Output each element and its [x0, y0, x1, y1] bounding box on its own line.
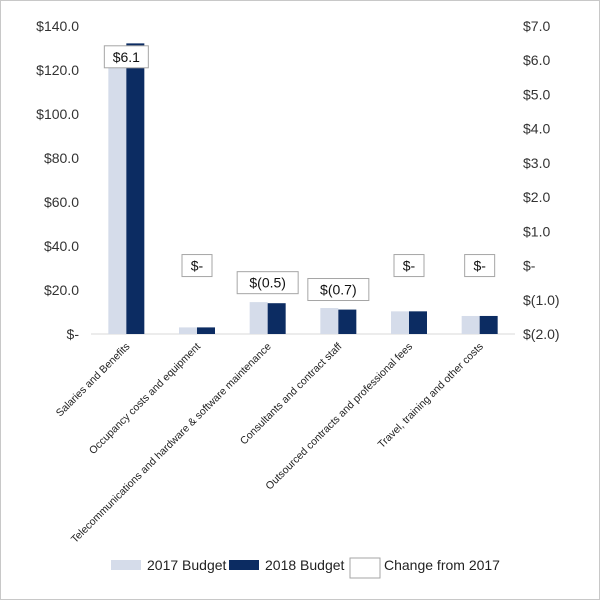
change-label-box	[393, 254, 425, 278]
right-axis-tick-label: $7.0	[523, 18, 550, 34]
bar-2017-budget	[179, 327, 197, 334]
bar-2018-budget	[479, 315, 498, 334]
bar-2017-budget	[461, 315, 480, 334]
right-axis-tick-label: $(2.0)	[523, 326, 560, 342]
legend-swatch-2017-budget	[111, 560, 141, 570]
bar-2017-budget	[320, 308, 339, 334]
bar-2017-budget	[391, 311, 409, 334]
change-label-box	[236, 271, 299, 295]
change-data-label: $6.1	[113, 49, 140, 65]
right-axis-tick-label: $5.0	[523, 86, 550, 102]
left-axis-tick-label: $60.0	[44, 194, 79, 210]
bar-2018-budget	[409, 311, 427, 334]
left-axis-tick-label: $-	[67, 326, 80, 342]
left-axis-tick-label: $100.0	[36, 106, 79, 122]
legend-label-change-from-2017: Change from 2017	[384, 557, 500, 573]
left-axis-tick-label: $20.0	[44, 282, 79, 298]
left-axis-tick-label: $140.0	[36, 18, 79, 34]
legend: 2017 Budget 2018 Budget Change from 2017	[111, 557, 500, 579]
left-axis-tick-label: $120.0	[36, 62, 79, 78]
right-axis-tick-label: $1.0	[523, 223, 550, 239]
left-axis-tick-label: $40.0	[44, 238, 79, 254]
right-axis-tick-label: $4.0	[523, 121, 550, 137]
x-tick-label: Outsourced contracts and professional fe…	[263, 341, 415, 493]
right-y-axis: $(2.0) $(1.0) $- $1.0 $2.0 $3.0 $4.0 $5.0 $6.0 $7…	[523, 18, 560, 342]
bar-2017-budget	[108, 56, 127, 335]
legend-label-2017-budget: 2017 Budget	[147, 557, 227, 573]
right-axis-tick-label: $3.0	[523, 155, 550, 171]
change-data-label: $(0.7)	[320, 282, 357, 298]
change-label-box	[103, 45, 149, 69]
change-label-box	[464, 254, 496, 278]
x-tick-label: Salaries and Benefits	[54, 341, 133, 420]
bar-2018-budget	[197, 327, 215, 334]
right-axis-tick-label: $2.0	[523, 189, 550, 205]
bar-2018-budget	[267, 303, 286, 334]
left-y-axis: $- $20.0 $40.0 $60.0 $80.0 $100.0 $120.0 $140.0	[36, 18, 79, 342]
bars-group	[108, 43, 498, 335]
bar-2018-budget	[338, 309, 357, 334]
right-axis-tick-label: $6.0	[523, 52, 550, 68]
legend-label-2018-budget: 2018 Budget	[265, 557, 345, 573]
left-axis-tick-label: $80.0	[44, 150, 79, 166]
change-data-label: $-	[191, 258, 204, 274]
change-data-label: $(0.5)	[249, 275, 286, 291]
change-label-box	[181, 254, 213, 278]
change-data-label: $-	[473, 258, 486, 274]
legend-swatch-2018-budget	[229, 560, 259, 570]
right-axis-tick-label: $(1.0)	[523, 292, 560, 308]
change-labels-group: $6.1 $- $(0.5) $(0.7) $- $-	[103, 45, 496, 302]
change-label-box	[307, 278, 370, 302]
bar-2017-budget	[249, 302, 268, 334]
x-tick-label: Occupancy costs and equipment	[87, 341, 203, 457]
legend-swatch-change-from-2017	[349, 557, 381, 579]
bar-2018-budget	[126, 43, 145, 334]
change-data-label: $-	[403, 258, 416, 274]
right-axis-tick-label: $-	[523, 258, 536, 274]
